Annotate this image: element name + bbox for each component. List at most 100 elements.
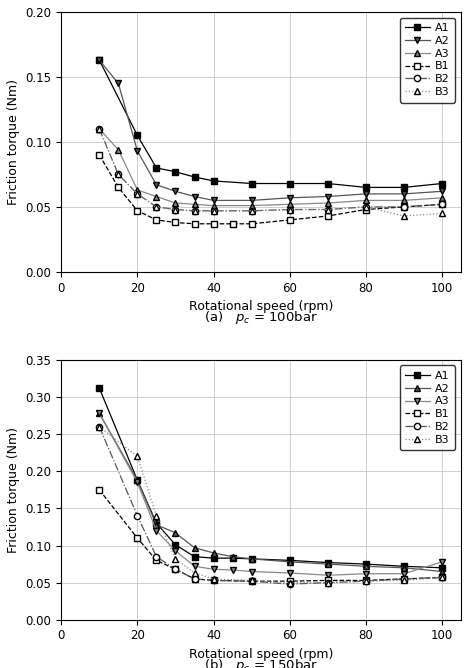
Line: A2: A2	[96, 57, 445, 204]
A2	[401, 190, 407, 198]
B3	[135, 452, 140, 460]
B2	[116, 170, 121, 178]
A3	[116, 146, 121, 154]
B3	[249, 576, 255, 584]
A3	[192, 200, 197, 208]
A1	[192, 552, 197, 560]
A2	[363, 562, 369, 570]
B3	[211, 207, 216, 215]
B1	[211, 576, 216, 584]
B1	[154, 556, 159, 564]
A1	[96, 56, 102, 64]
A2	[439, 568, 445, 576]
Text: (a)   $p_c$ = 100bar: (a) $p_c$ = 100bar	[204, 309, 318, 325]
Line: B1: B1	[96, 152, 445, 227]
B3	[154, 512, 159, 520]
B3	[154, 203, 159, 211]
B2	[249, 577, 255, 585]
B3	[401, 212, 407, 220]
Line: A2: A2	[96, 410, 445, 574]
A2	[325, 560, 330, 568]
A3	[363, 570, 369, 578]
B2	[401, 575, 407, 583]
A1	[363, 560, 369, 568]
A1	[249, 180, 255, 188]
A2	[135, 147, 140, 155]
A2	[96, 409, 102, 418]
Line: B2: B2	[96, 424, 445, 587]
A3	[96, 409, 102, 418]
B1	[363, 206, 369, 214]
B2	[287, 580, 292, 588]
B1	[211, 220, 216, 228]
B3	[439, 209, 445, 217]
X-axis label: Rotational speed (rpm): Rotational speed (rpm)	[189, 648, 333, 661]
B2	[135, 512, 140, 520]
A1	[439, 180, 445, 188]
B2	[173, 206, 178, 214]
A2	[211, 549, 216, 557]
Line: B1: B1	[96, 487, 445, 584]
A2	[287, 558, 292, 566]
A2	[401, 564, 407, 572]
B1	[135, 534, 140, 542]
A1	[135, 132, 140, 140]
A2	[173, 529, 178, 537]
A1	[230, 554, 235, 562]
A2	[230, 552, 235, 560]
B2	[325, 578, 330, 587]
B2	[211, 207, 216, 215]
B2	[363, 577, 369, 585]
Line: B2: B2	[96, 126, 445, 214]
A1	[96, 384, 102, 392]
A1	[325, 180, 330, 188]
B1	[401, 203, 407, 211]
B2	[173, 565, 178, 573]
B3	[325, 578, 330, 587]
B1	[287, 216, 292, 224]
A1	[154, 164, 159, 172]
Legend: A1, A2, A3, B1, B2, B3: A1, A2, A3, B1, B2, B3	[400, 365, 455, 450]
B2	[192, 207, 197, 215]
B1	[96, 486, 102, 494]
B3	[192, 569, 197, 577]
B1	[401, 575, 407, 583]
B3	[439, 573, 445, 581]
A3	[363, 196, 369, 204]
A3	[287, 569, 292, 577]
A3	[211, 565, 216, 573]
A3	[325, 199, 330, 207]
B2	[249, 207, 255, 215]
B3	[173, 206, 178, 214]
A3	[211, 202, 216, 210]
Line: B3: B3	[96, 126, 445, 219]
B1	[154, 216, 159, 224]
A3	[287, 200, 292, 208]
A2	[439, 187, 445, 195]
B2	[154, 203, 159, 211]
B1	[230, 220, 235, 228]
A1	[401, 562, 407, 570]
Y-axis label: Friction torque (Nm): Friction torque (Nm)	[7, 427, 20, 553]
B1	[192, 575, 197, 583]
A3	[230, 566, 235, 574]
A3	[96, 125, 102, 133]
A1	[173, 541, 178, 549]
B1	[116, 184, 121, 192]
A1	[287, 556, 292, 564]
A1	[363, 184, 369, 192]
A3	[401, 570, 407, 578]
A3	[401, 196, 407, 204]
B1	[249, 577, 255, 585]
A1	[401, 184, 407, 192]
A2	[287, 194, 292, 202]
A3	[249, 568, 255, 576]
B2	[135, 190, 140, 198]
B1	[192, 220, 197, 228]
A2	[325, 192, 330, 200]
A2	[173, 187, 178, 195]
A1	[249, 555, 255, 563]
Text: (b)   $p_c$ = 150bar: (b) $p_c$ = 150bar	[204, 657, 318, 668]
B2	[96, 423, 102, 431]
A1	[211, 554, 216, 562]
